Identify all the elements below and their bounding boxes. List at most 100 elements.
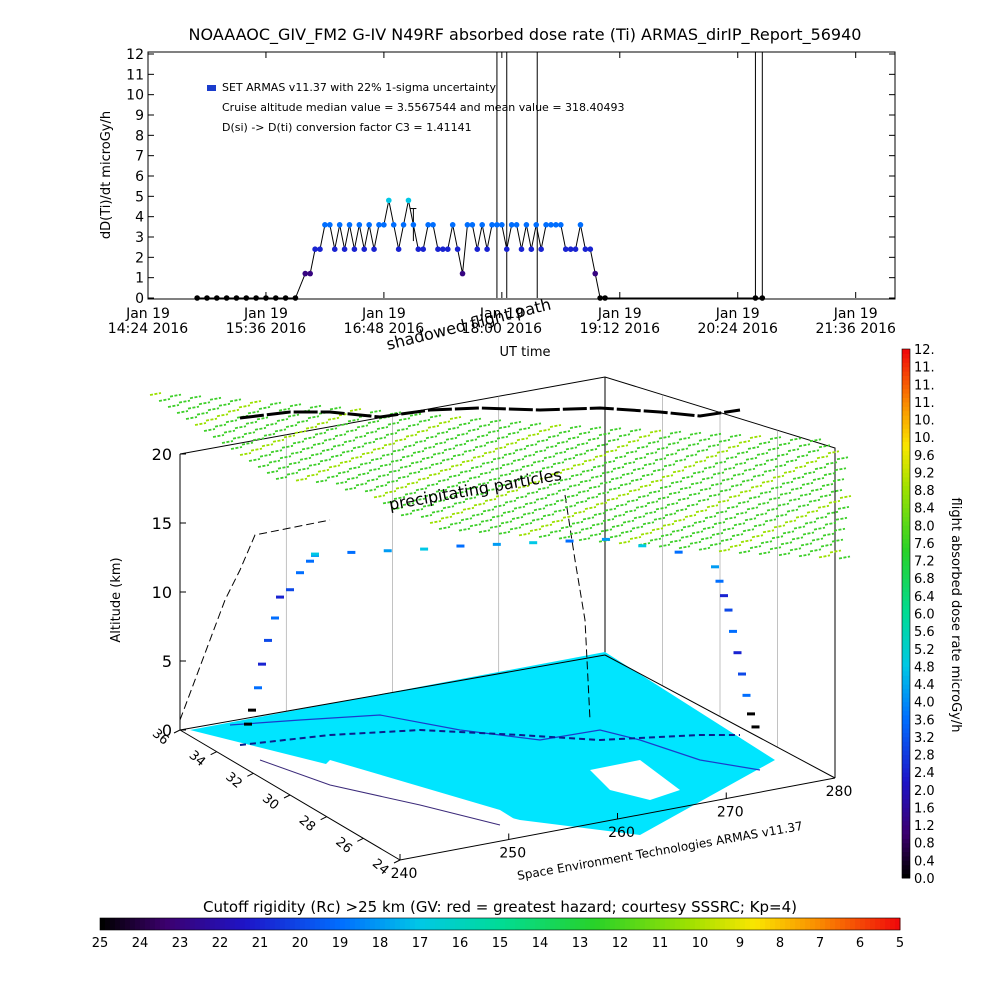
y-tick-label: 11 (126, 67, 144, 83)
particle-mark (391, 506, 404, 511)
particle-mark (788, 497, 801, 502)
data-point (474, 246, 481, 252)
particle-mark (644, 510, 657, 515)
particle-mark (549, 424, 562, 428)
colorbar-tick-label: 10. (914, 414, 935, 429)
latitude-tick (247, 772, 254, 777)
particle-mark (610, 476, 623, 481)
particle-mark (373, 494, 386, 499)
particle-mark (529, 422, 542, 427)
particle-mark (768, 496, 781, 501)
particle-mark (805, 460, 818, 464)
colorbar-step (902, 838, 910, 844)
particle-mark (482, 508, 495, 513)
particle-mark (604, 507, 617, 512)
colorbar-step (902, 794, 910, 800)
data-point (272, 295, 279, 301)
colorbar-step (902, 684, 910, 689)
colorbar-step (480, 918, 486, 930)
particle-mark (746, 506, 759, 511)
particle-mark (741, 478, 754, 483)
particle-mark (573, 510, 586, 515)
colorbar-step (902, 463, 910, 469)
particle-mark (475, 492, 488, 496)
colorbar-tick-label: 23 (172, 936, 189, 951)
x-axis-label: UT time (500, 345, 551, 360)
particle-mark (837, 506, 850, 510)
data-point (430, 222, 436, 228)
particle-mark (772, 474, 785, 479)
colorbar-tick-label: 10. (914, 431, 935, 446)
data-point (548, 222, 554, 228)
colorbar-step (902, 542, 910, 548)
colorbar-step (465, 918, 471, 930)
colorbar-step (835, 918, 841, 930)
particle-mark (456, 432, 469, 437)
particle-mark (802, 531, 815, 536)
colorbar-step (902, 534, 910, 540)
data-point (346, 222, 353, 228)
particle-mark (424, 493, 437, 498)
colorbar-step (535, 918, 541, 930)
colorbar-step (605, 918, 611, 930)
colorbar-step (220, 918, 226, 930)
data-point (371, 246, 377, 252)
particle-mark (649, 429, 662, 434)
particle-mark (521, 464, 534, 468)
particle-mark (317, 468, 330, 473)
particle-mark (543, 455, 556, 460)
colorbar-step (690, 918, 696, 930)
x-tick-time: 16:48 2016 (344, 321, 425, 337)
colorbar-step (902, 600, 910, 606)
particle-mark (524, 501, 537, 506)
particle-mark (356, 424, 369, 429)
colorbar-step (585, 918, 591, 930)
colorbar-step (660, 918, 666, 930)
particle-mark (508, 478, 521, 483)
particle-mark (445, 436, 458, 441)
particle-mark (744, 517, 757, 522)
colorbar-step (720, 918, 726, 930)
particle-mark (430, 462, 443, 466)
particle-mark (627, 439, 640, 444)
latitude-tick-label: 30 (259, 791, 281, 813)
colorbar-step (902, 454, 910, 460)
particle-mark (767, 447, 780, 451)
particle-mark (729, 434, 742, 438)
colorbar-step (550, 918, 556, 930)
colorbar-tick-label: 1.2 (914, 819, 935, 834)
particle-mark (382, 500, 395, 505)
colorbar-tick-label: 13 (572, 936, 589, 951)
x-tick-date: Jan 19 (479, 306, 524, 322)
particle-mark (431, 509, 444, 514)
particle-mark (469, 523, 482, 528)
particle-mark (678, 436, 691, 441)
longitude-ticks: 240 250 260 270 280 (391, 772, 852, 882)
particle-mark (149, 392, 162, 396)
particle-mark (359, 461, 372, 466)
particle-mark (369, 409, 382, 414)
particle-mark (589, 426, 602, 431)
particle-mark (778, 552, 791, 557)
particle-mark (496, 435, 509, 440)
colorbar-step (245, 918, 251, 930)
particle-mark (404, 491, 417, 496)
particle-mark (667, 441, 680, 446)
particle-mark (578, 537, 591, 542)
particle-mark (658, 543, 671, 548)
particle-mark (645, 451, 658, 456)
particle-mark (795, 514, 808, 519)
colorbar-step (355, 918, 361, 930)
particle-mark (540, 523, 553, 528)
particle-mark (525, 443, 538, 448)
colorbar-step (855, 918, 861, 930)
particle-mark (176, 410, 189, 414)
colorbar-step (650, 918, 656, 930)
colorbar-tick-label: 22 (212, 936, 229, 951)
latitude-tick (357, 837, 364, 842)
particle-mark (221, 440, 234, 444)
particle-mark (350, 455, 363, 460)
particle-mark (467, 428, 480, 432)
rigidity-colorbar-title: Cutoff rigidity (Rc) >25 km (GV: red = g… (203, 898, 797, 916)
